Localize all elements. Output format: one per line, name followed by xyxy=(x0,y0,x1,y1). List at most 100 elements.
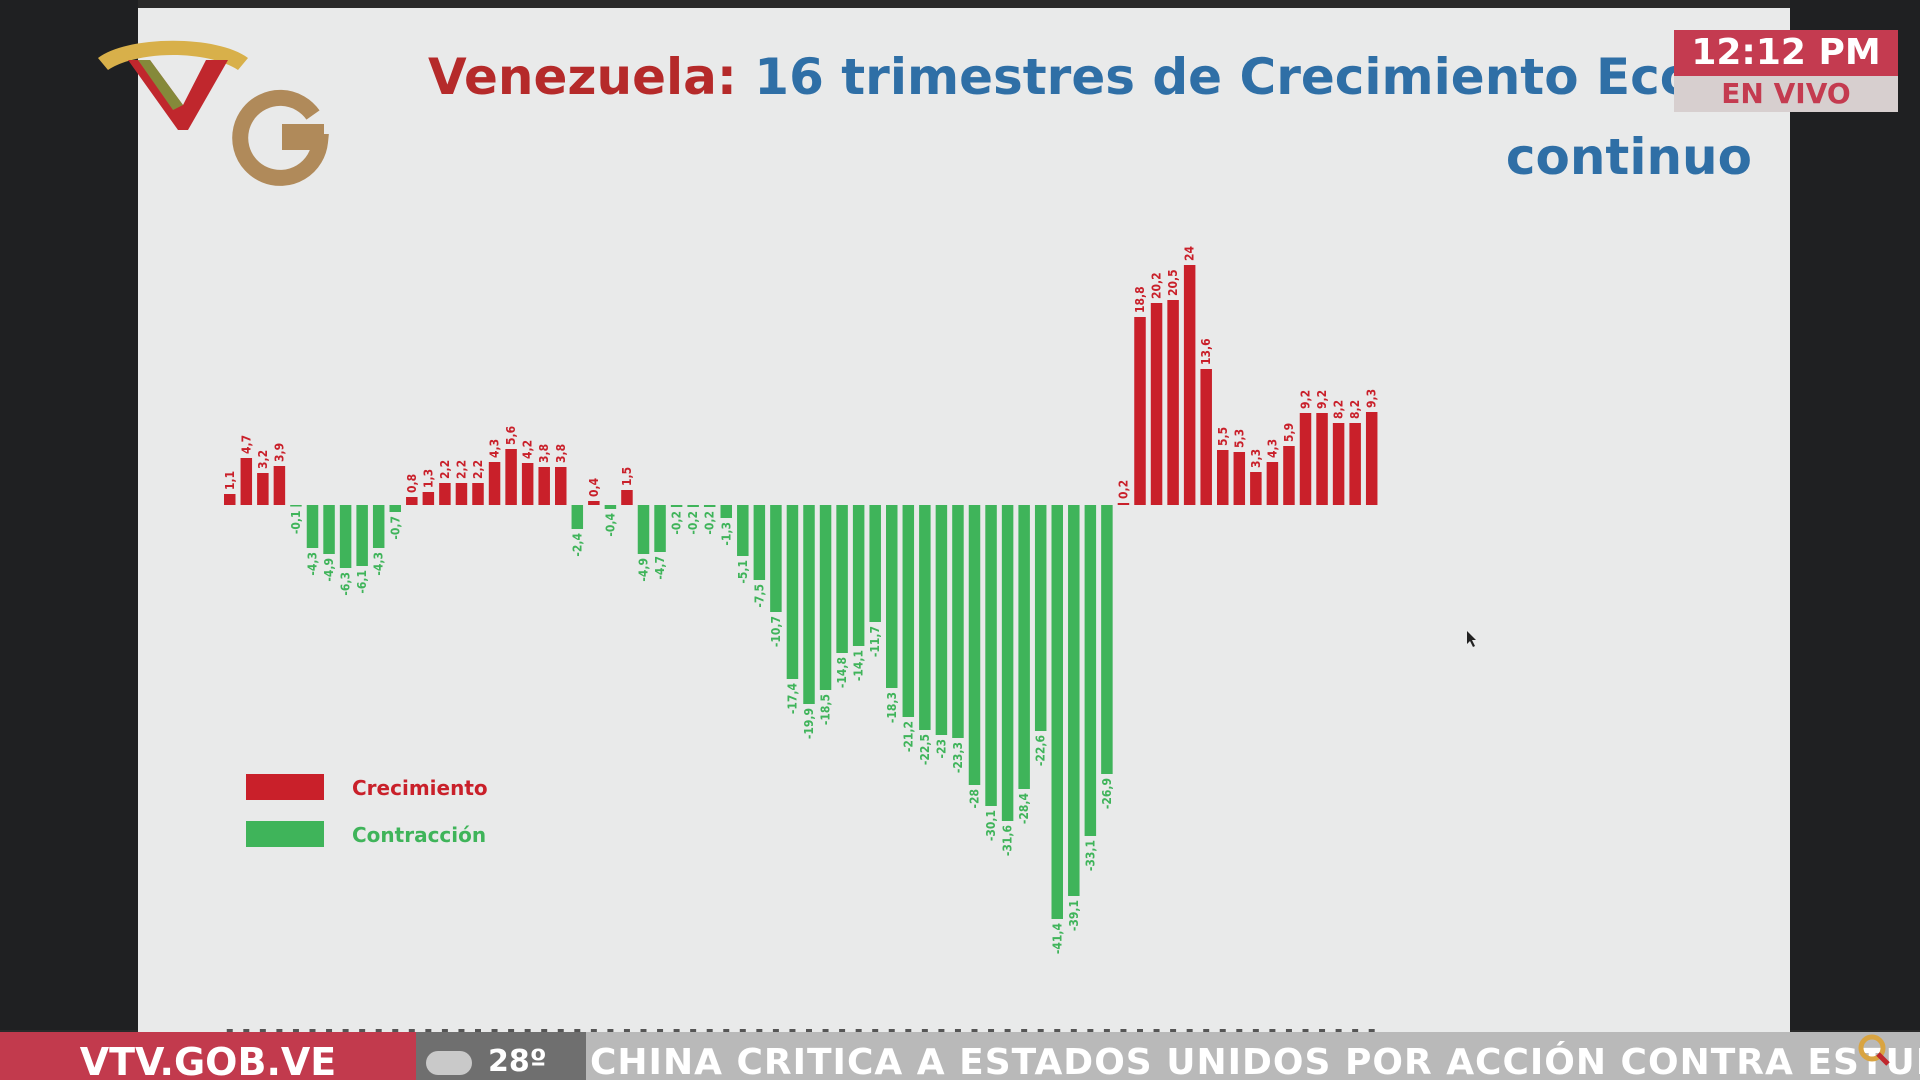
chart-bar xyxy=(1117,503,1130,505)
chart-bar xyxy=(786,505,799,679)
presentation-slide: Venezuela: 16 trimestres de Crecimiento … xyxy=(138,8,1790,1032)
bar-chart: 1,14,73,2 3,9-0,1-4,3 -4,9-6,3 -6,1-4,3-0,7… xyxy=(223,245,1379,1032)
axis-tick xyxy=(806,1029,812,1032)
axis-tick xyxy=(872,1029,879,1032)
data-label: 5,6 xyxy=(504,426,518,445)
legend: Crecimiento Contracción xyxy=(246,774,488,847)
chart-bar xyxy=(1365,412,1378,505)
chart-bar xyxy=(1101,505,1113,774)
axis-tick xyxy=(1203,1029,1210,1032)
live-badge: EN VIVO xyxy=(1674,76,1898,112)
data-label: -10,7 xyxy=(769,616,783,647)
chart-bar xyxy=(1299,413,1312,505)
data-label: 5,5 xyxy=(1216,427,1230,446)
data-label: -0,7 xyxy=(388,516,402,540)
chart-bar xyxy=(1200,369,1212,505)
axis-tick xyxy=(441,1029,448,1032)
axis-tick xyxy=(276,1029,283,1032)
axis-tick xyxy=(1021,1029,1028,1032)
axis-tick xyxy=(938,1029,945,1032)
axis-tick xyxy=(475,1029,481,1032)
data-label: -11,7 xyxy=(868,626,882,657)
chart-bar xyxy=(1233,452,1246,505)
data-label: -4,3 xyxy=(306,552,320,576)
tick-group xyxy=(226,1029,1375,1032)
axis-tick xyxy=(1004,1029,1011,1032)
chart-bar xyxy=(571,505,584,529)
data-label: -23,3 xyxy=(951,742,965,773)
axis-tick xyxy=(590,1029,597,1032)
axis-tick xyxy=(1302,1029,1309,1032)
axis-tick xyxy=(640,1029,647,1032)
data-label: -28 xyxy=(968,789,982,809)
chart-bar xyxy=(803,505,815,704)
chart-bar xyxy=(406,497,418,505)
channel-bug-icon xyxy=(1858,1034,1890,1066)
axis-tick xyxy=(822,1029,829,1032)
axis-tick xyxy=(739,1029,746,1032)
data-label: 9,2 xyxy=(1299,390,1313,409)
chart-bar xyxy=(521,463,534,505)
g-logo xyxy=(232,89,329,186)
axis-tick xyxy=(541,1029,548,1032)
axis-tick xyxy=(309,1029,316,1032)
data-label: -28,4 xyxy=(1017,793,1031,825)
data-label: 0,8 xyxy=(405,474,419,493)
data-label: -39,1 xyxy=(1067,900,1081,931)
data-label: 0,4 xyxy=(587,477,601,497)
frame-left-border xyxy=(0,0,138,1030)
ticker-brand: VTV.GOB.VE xyxy=(0,1032,416,1080)
axis-tick xyxy=(1252,1029,1259,1032)
data-label-group: 1,14,73,2 3,9-0,1-4,3 -4,9-6,3 -6,1-4,3-0,7… xyxy=(223,245,1379,954)
data-label: -26,9 xyxy=(1100,778,1114,809)
data-label: -31,6 xyxy=(1001,825,1015,856)
axis-tick xyxy=(408,1029,415,1032)
axis-tick xyxy=(524,1029,531,1032)
axis-tick xyxy=(1269,1029,1276,1032)
legend-label-growth: Crecimiento xyxy=(352,776,488,800)
data-label: 9,2 xyxy=(1315,390,1329,409)
data-label: -0,2 xyxy=(686,511,700,535)
chart-bar xyxy=(455,483,468,505)
chart-bar xyxy=(339,505,352,568)
axis-tick xyxy=(1070,1029,1077,1032)
ticker-weather: 28º xyxy=(416,1032,586,1080)
data-label: -18,5 xyxy=(819,694,833,725)
chart-bar xyxy=(356,505,368,566)
data-label: -4,3 xyxy=(372,552,386,576)
data-label: 9,3 xyxy=(1365,389,1379,408)
data-label: -23 xyxy=(934,739,948,759)
axis-tick xyxy=(1186,1029,1193,1032)
chart-bar xyxy=(919,505,931,730)
data-label: -19,9 xyxy=(802,708,816,739)
axis-tick xyxy=(1219,1029,1226,1032)
title-country: Venezuela: xyxy=(428,48,737,106)
live-clock: 12:12 PM EN VIVO xyxy=(1674,30,1898,112)
chart-bar xyxy=(1034,505,1047,731)
axis-tick xyxy=(259,1029,266,1032)
data-label: 20,2 xyxy=(1150,272,1164,299)
chart-bar xyxy=(852,505,865,646)
axis-tick xyxy=(226,1029,233,1032)
axis-tick xyxy=(342,1029,349,1032)
chart-bar xyxy=(1051,505,1063,919)
chart-bar xyxy=(1332,423,1345,505)
data-label: 4,3 xyxy=(488,439,502,458)
chart-bar xyxy=(1283,446,1295,505)
axis-tick xyxy=(491,1029,498,1032)
chart-bar xyxy=(737,505,749,556)
axis-tick xyxy=(623,1029,630,1032)
chart-bar xyxy=(654,505,666,552)
chart-bar xyxy=(1134,317,1146,505)
axis-tick xyxy=(905,1029,912,1032)
data-label: 8,2 xyxy=(1348,400,1362,419)
axis-tick xyxy=(326,1029,333,1032)
axis-tick xyxy=(971,1029,978,1032)
data-label: 3,9 xyxy=(272,443,286,462)
axis-tick xyxy=(888,1029,895,1032)
data-label: -4,9 xyxy=(637,558,651,582)
data-label: -2,4 xyxy=(570,533,584,557)
chart-bar xyxy=(1001,505,1014,821)
data-label: 4,3 xyxy=(1265,439,1279,458)
axis-tick xyxy=(673,1029,680,1032)
